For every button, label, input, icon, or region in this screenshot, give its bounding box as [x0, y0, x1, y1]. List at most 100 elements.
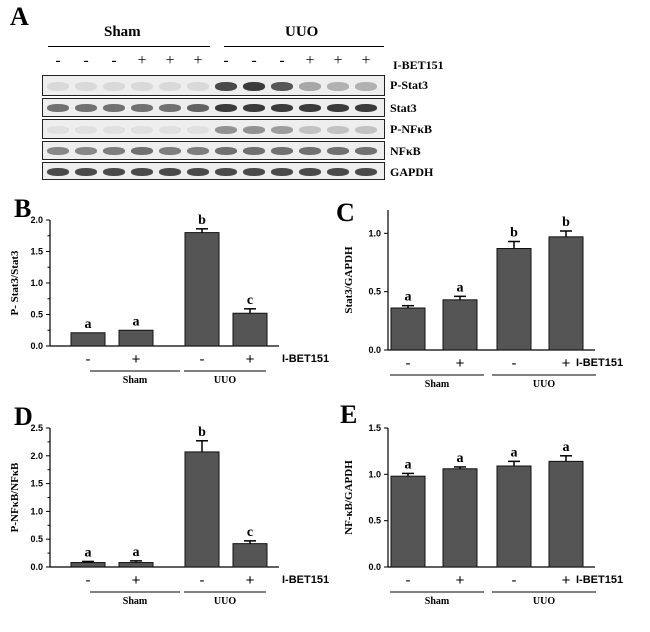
significance-letter: b [562, 215, 570, 230]
treatment-sign: + [246, 351, 255, 368]
lane-treatment-sign: - [83, 52, 89, 69]
significance-letter: a [457, 451, 464, 466]
blot-band [47, 104, 69, 112]
y-tick-label: 0.5 [368, 516, 381, 526]
blot-band [243, 168, 265, 176]
lane-treatment-sign: - [251, 52, 257, 69]
lane-treatment-sign: - [111, 52, 117, 69]
y-tick-label: 2.0 [30, 451, 43, 461]
lane-treatment-sign: + [193, 52, 203, 69]
y-tick-label: 1.5 [30, 479, 43, 489]
group-label: UUO [214, 596, 236, 607]
bar [118, 562, 154, 568]
treatment-label: I-BET151 [282, 353, 329, 365]
bar [390, 475, 426, 568]
treatment-sign: - [86, 351, 91, 368]
bar [442, 299, 478, 351]
blot-band [47, 126, 69, 134]
blot-band [187, 82, 209, 91]
group-label: Sham [425, 596, 450, 607]
blot-band [47, 147, 69, 155]
y-tick-label: 0.0 [30, 562, 43, 572]
y-tick-label: 1.0 [30, 278, 43, 288]
panel-letter-e: E [340, 400, 358, 429]
bar [232, 312, 268, 347]
treatment-label: I-BET151 [393, 58, 444, 72]
blot-band [131, 104, 153, 112]
protein-label: NFκB [390, 144, 421, 158]
blot-band [103, 82, 125, 91]
treatment-sign: - [200, 572, 205, 589]
blot-strip [42, 119, 385, 139]
blot-band [103, 104, 125, 112]
blot-band [243, 82, 265, 91]
bar [496, 248, 532, 351]
treatment-sign: + [562, 572, 571, 589]
bar [184, 232, 220, 347]
treatment-label: I-BET151 [282, 574, 329, 586]
bar [184, 451, 220, 568]
blot-band [159, 104, 181, 112]
y-tick-label: 0.5 [30, 310, 43, 320]
y-axis-label: P- Stat3/Stat3 [9, 250, 21, 316]
treatment-sign: - [406, 355, 411, 372]
blot-band [355, 168, 377, 176]
blot-band [47, 168, 69, 176]
blot-band [187, 168, 209, 176]
blot-band [215, 168, 237, 176]
y-tick-label: 2.0 [30, 215, 43, 225]
group-label: Sham [123, 596, 148, 607]
blot-band [75, 147, 97, 155]
blot-band [243, 126, 265, 134]
treatment-sign: + [132, 351, 141, 368]
blot-band [327, 147, 349, 155]
significance-letter: a [457, 280, 464, 295]
y-tick-label: 1.0 [30, 506, 43, 516]
lane-treatment-sign: + [361, 52, 371, 69]
blot-strip [42, 162, 385, 180]
blot-band [103, 168, 125, 176]
blot-band [299, 147, 321, 155]
panel-letter-d: D [14, 402, 33, 431]
significance-letter: c [247, 525, 253, 540]
blot-strip [42, 98, 385, 117]
y-tick-label: 0.0 [368, 345, 381, 355]
lane-treatment-sign: + [165, 52, 175, 69]
significance-letter: b [510, 226, 518, 241]
protein-label: P-Stat3 [390, 78, 428, 92]
bar [548, 236, 584, 351]
protein-label: GAPDH [390, 165, 434, 179]
blot-band [131, 82, 153, 91]
blot-band [243, 104, 265, 112]
bar [70, 562, 106, 568]
blot-band [131, 168, 153, 176]
blot-band [327, 168, 349, 176]
blot-band [75, 104, 97, 112]
y-tick-label: 0.5 [368, 287, 381, 297]
lane-treatment-sign: - [279, 52, 285, 69]
y-tick-label: 1.0 [368, 469, 381, 479]
y-tick-label: 2.5 [30, 423, 43, 433]
y-tick-label: 0.0 [30, 341, 43, 351]
lane-treatment-sign: - [55, 52, 61, 69]
blot-band [299, 168, 321, 176]
significance-letter: a [563, 440, 570, 455]
blot-band [355, 82, 377, 91]
treatment-sign: + [562, 355, 571, 372]
blot-band [159, 147, 181, 155]
group-label: UUO [214, 375, 236, 386]
treatment-label: I-BET151 [576, 574, 623, 586]
blot-band [215, 104, 237, 112]
bar [118, 329, 154, 347]
group-label: Sham [425, 379, 450, 390]
blot-band [131, 126, 153, 134]
bar [548, 460, 584, 568]
significance-letter: a [133, 545, 140, 560]
blot-band [299, 126, 321, 134]
blot-band [327, 104, 349, 112]
lane-treatment-sign: + [137, 52, 147, 69]
treatment-sign: - [200, 351, 205, 368]
blot-band [271, 168, 293, 176]
treatment-sign: - [512, 572, 517, 589]
